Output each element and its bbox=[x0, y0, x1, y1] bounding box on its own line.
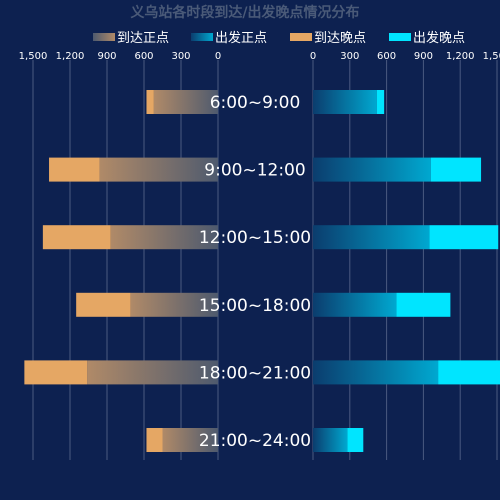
tick-label-left-4: 300 bbox=[171, 51, 190, 62]
legend-label-arrive-ontime: 到达正点 bbox=[117, 31, 169, 46]
legend-swatch-arrive-ontime bbox=[93, 33, 115, 41]
tick-label-right-2: 600 bbox=[377, 51, 396, 62]
legend-label-depart-ontime: 出发正点 bbox=[215, 30, 267, 46]
bar-depart-late-5[interactable] bbox=[347, 428, 364, 452]
tick-label-right-1: 300 bbox=[340, 51, 359, 62]
tick-label-right-0: 0 bbox=[310, 51, 316, 62]
tick-label-right-3: 900 bbox=[414, 51, 433, 62]
tick-label-right-5: 1,500 bbox=[483, 51, 500, 62]
bar-arrive-late-0[interactable] bbox=[146, 90, 154, 114]
legend-item-depart-ontime[interactable]: 出发正点 bbox=[191, 30, 267, 46]
bar-arrive-ontime-4[interactable] bbox=[87, 360, 219, 385]
legend-item-arrive-ontime[interactable]: 到达正点 bbox=[93, 31, 169, 46]
category-label-4: 18:00~21:00 bbox=[199, 363, 311, 383]
legend-label-arrive-late: 到达晚点 bbox=[314, 31, 366, 46]
legend-item-depart-late[interactable]: 出发晚点 bbox=[389, 30, 465, 46]
tick-label-left-1: 1,200 bbox=[56, 51, 85, 62]
bar-depart-late-0[interactable] bbox=[376, 90, 385, 114]
grid-lines bbox=[32, 60, 498, 460]
legend-swatch-arrive-late bbox=[290, 33, 312, 41]
tick-label-left-5: 0 bbox=[215, 51, 221, 62]
bar-depart-ontime-5[interactable] bbox=[313, 428, 348, 452]
bar-depart-late-3[interactable] bbox=[396, 292, 451, 317]
bar-depart-ontime-2[interactable] bbox=[313, 225, 430, 250]
category-labels: 6:00~9:00 9:00~12:00 12:00~15:00 15:00~18:0… bbox=[199, 93, 311, 451]
bar-arrive-late-4[interactable] bbox=[24, 360, 88, 385]
bar-arrive-late-2[interactable] bbox=[42, 225, 111, 250]
legend-swatch-depart-ontime bbox=[191, 33, 213, 41]
bar-arrive-late-1[interactable] bbox=[49, 157, 100, 182]
bar-depart-ontime-3[interactable] bbox=[313, 292, 397, 317]
category-label-3: 15:00~18:00 bbox=[199, 296, 311, 316]
tick-label-left-0: 1,500 bbox=[19, 51, 48, 62]
bar-depart-late-1[interactable] bbox=[430, 157, 482, 182]
legend-item-arrive-late[interactable]: 到达晚点 bbox=[290, 31, 366, 46]
bar-arrive-ontime-1[interactable] bbox=[99, 157, 218, 182]
bar-arrive-late-5[interactable] bbox=[146, 428, 163, 452]
category-label-0: 6:00~9:00 bbox=[210, 93, 301, 113]
legend-swatch-depart-late bbox=[389, 33, 411, 41]
bar-arrive-ontime-2[interactable] bbox=[110, 225, 218, 250]
legend: 到达正点 出发正点 到达晚点 出发晚点 bbox=[93, 30, 465, 46]
category-label-5: 21:00~24:00 bbox=[199, 431, 311, 451]
category-label-2: 12:00~15:00 bbox=[199, 228, 311, 248]
tick-label-right-4: 1,200 bbox=[446, 51, 475, 62]
legend-label-depart-late: 出发晚点 bbox=[413, 30, 465, 46]
bar-arrive-ontime-5[interactable] bbox=[162, 428, 219, 452]
bar-depart-late-4[interactable] bbox=[438, 360, 500, 385]
bar-depart-ontime-1[interactable] bbox=[313, 157, 431, 182]
bar-arrive-ontime-0[interactable] bbox=[153, 90, 218, 114]
axis-ticks: 1,500 1,200 900 600 300 0 0 300 600 900 1,200 1,500 bbox=[19, 51, 500, 62]
category-label-1: 9:00~12:00 bbox=[204, 161, 305, 181]
bar-depart-ontime-4[interactable] bbox=[313, 360, 439, 385]
bar-depart-ontime-0[interactable] bbox=[313, 90, 377, 114]
tick-label-left-3: 600 bbox=[134, 51, 153, 62]
tick-label-left-2: 900 bbox=[97, 51, 116, 62]
bars bbox=[24, 90, 500, 452]
chart-title: 义乌站各时段到达/出发晚点情况分布 bbox=[130, 4, 359, 21]
bar-arrive-ontime-3[interactable] bbox=[130, 292, 218, 317]
bar-depart-late-2[interactable] bbox=[429, 225, 499, 250]
bar-arrive-late-3[interactable] bbox=[76, 292, 131, 317]
